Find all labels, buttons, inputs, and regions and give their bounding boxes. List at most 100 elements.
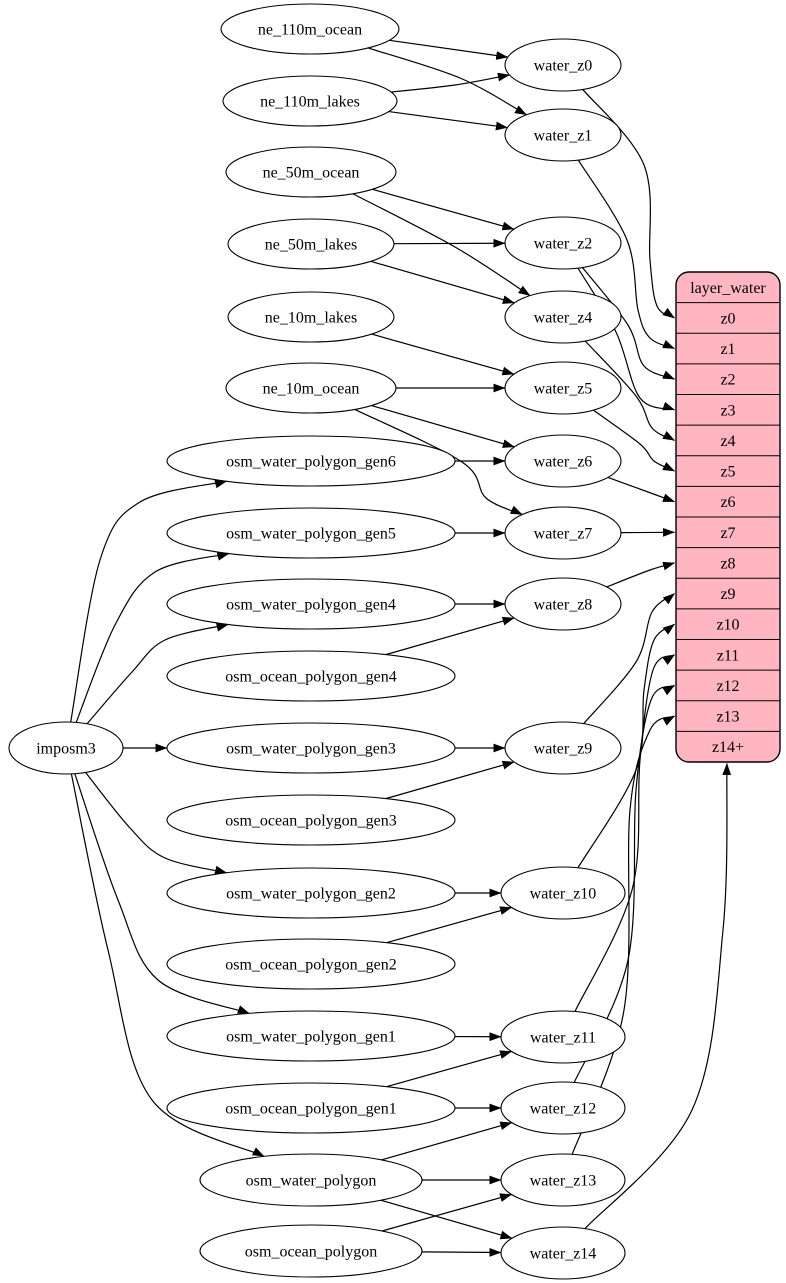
- record-row-z7: z7: [720, 525, 735, 542]
- edge-imposm3-to-osm_water_polygon_gen2: [85, 772, 228, 875]
- node-osm_water_polygon_gen5: osm_water_polygon_gen5: [166, 507, 456, 559]
- record-row-z11: z11: [717, 647, 740, 664]
- node-water_z5: water_z5: [504, 361, 622, 415]
- node-water_z11-shape: [500, 1010, 626, 1064]
- edge-osm_ocean_polygon_gen2-to-water_z10: [386, 906, 513, 944]
- node-water_z0-label: water_z0: [534, 58, 593, 75]
- record-row-z10: z10: [716, 617, 739, 634]
- record-row-z5: z5: [720, 464, 735, 481]
- node-ne_110m_ocean-shape: [220, 3, 400, 55]
- record-row-z8: z8: [720, 555, 735, 572]
- node-ne_50m_ocean-shape: [225, 146, 397, 198]
- node-water_z1: water_z1: [504, 108, 622, 162]
- edge-ne_50m_lakes-to-water_z4: [370, 260, 515, 304]
- node-osm_water_polygon_gen4: osm_water_polygon_gen4: [166, 578, 456, 630]
- node-water_z9-label: water_z9: [534, 741, 593, 758]
- node-osm_water_polygon_gen6: osm_water_polygon_gen6: [166, 435, 456, 487]
- record-row-z4: z4: [720, 433, 735, 450]
- edge-water_z6-to-layer_water-z6: [607, 476, 675, 503]
- node-osm_water_polygon_gen6-label: osm_water_polygon_gen6: [226, 454, 396, 471]
- node-water_z8-label: water_z8: [534, 597, 593, 614]
- record-layer_water: layer_water z0 z1 z2 z3 z4 z5 z6 z7 z8 z9 z10 z11 z12…: [675, 271, 781, 763]
- node-osm_water_polygon-label: osm_water_polygon: [246, 1173, 377, 1190]
- node-water_z10: water_z10: [500, 866, 626, 920]
- edge-osm_ocean_polygon_gen4-to-water_z8: [385, 616, 515, 656]
- node-imposm3: imposm3: [8, 721, 124, 775]
- node-ne_50m_lakes: ne_50m_lakes: [227, 218, 395, 270]
- node-water_z5-shape: [504, 361, 622, 415]
- node-water_z6-label: water_z6: [534, 454, 593, 471]
- edge-ne_110m_ocean-to-water_z0: [389, 39, 509, 60]
- edge-imposm3-to-osm_water_polygon_gen1: [74, 773, 250, 1014]
- edge-osm_ocean_polygon_gen3-to-water_z9: [385, 760, 515, 800]
- node-ne_10m_ocean-label: ne_10m_ocean: [263, 381, 360, 398]
- record-row-z6: z6: [720, 494, 735, 511]
- node-water_z14: water_z14: [500, 1226, 626, 1280]
- edge-water_z9-to-layer_water-z9: [583, 593, 675, 725]
- node-water_z13-label: water_z13: [530, 1173, 597, 1190]
- node-osm_ocean_polygon-shape: [199, 1224, 423, 1278]
- edge-water_z13-to-layer_water-z13: [571, 715, 675, 1155]
- node-osm_water_polygon_gen2-shape: [166, 867, 456, 919]
- node-water_z1-label: water_z1: [534, 128, 593, 145]
- node-water_z11: water_z11: [500, 1010, 626, 1064]
- node-water_z10-label: water_z10: [530, 886, 597, 903]
- node-ne_50m_ocean: ne_50m_ocean: [225, 146, 397, 198]
- node-imposm3-shape: [8, 721, 124, 775]
- edge-water_z4-to-layer_water-z4: [584, 340, 675, 441]
- node-water_z10-shape: [500, 866, 626, 920]
- node-osm_ocean_polygon: osm_ocean_polygon: [199, 1224, 423, 1278]
- node-osm_ocean_polygon_gen2: osm_ocean_polygon_gen2: [166, 938, 456, 990]
- node-osm_water_polygon_gen4-label: osm_water_polygon_gen4: [226, 597, 396, 614]
- record-row-z13: z13: [716, 709, 739, 726]
- node-osm_ocean_polygon_gen2-label: osm_ocean_polygon_gen2: [225, 957, 397, 974]
- edge-water_z12-to-layer_water-z12: [573, 684, 675, 1083]
- node-ne_10m_ocean-shape: [225, 362, 397, 414]
- edge-ne_10m_ocean-to-water_z6: [371, 404, 515, 448]
- node-osm_ocean_polygon_gen1-shape: [166, 1082, 456, 1134]
- node-osm_ocean_polygon_gen3-shape: [166, 794, 456, 846]
- edge-imposm3-to-osm_water_polygon_gen5: [75, 552, 230, 723]
- edge-ne_50m_ocean-to-water_z4: [352, 193, 531, 297]
- node-water_z2: water_z2: [504, 216, 622, 270]
- node-osm_water_polygon_gen4-shape: [166, 578, 456, 630]
- node-water_z11-label: water_z11: [530, 1030, 596, 1047]
- node-osm_water_polygon-shape: [199, 1153, 423, 1207]
- node-water_z6: water_z6: [504, 434, 622, 488]
- node-water_z5-label: water_z5: [534, 381, 593, 398]
- node-osm_ocean_polygon_gen1: osm_ocean_polygon_gen1: [166, 1082, 456, 1134]
- edge-imposm3-to-osm_water_polygon: [70, 773, 265, 1157]
- record-row-z12: z12: [716, 678, 739, 695]
- edge-ne_110m_lakes-to-water_z0: [391, 72, 510, 93]
- edge-imposm3-to-osm_water_polygon_gen6: [70, 479, 228, 723]
- edge-ne_50m_ocean-to-water_z2: [372, 188, 515, 231]
- edge-water_z2-to-layer_water-z2: [581, 267, 675, 380]
- node-ne_50m_lakes-label: ne_50m_lakes: [265, 237, 357, 254]
- edge-water_z14-to-layer_water-z14+: [584, 763, 732, 1230]
- node-water_z13-shape: [500, 1153, 626, 1207]
- edge-ne_10m_ocean-to-water_z7: [354, 408, 523, 516]
- edge-water_z0-to-layer_water-z0: [582, 89, 675, 319]
- node-water_z12: water_z12: [500, 1081, 626, 1135]
- node-osm_ocean_polygon_gen3-label: osm_ocean_polygon_gen3: [225, 813, 397, 830]
- node-osm_ocean_polygon_gen4: osm_ocean_polygon_gen4: [166, 650, 456, 702]
- node-imposm3-label: imposm3: [36, 741, 96, 758]
- node-water_z2-label: water_z2: [534, 236, 593, 253]
- node-ne_50m_lakes-shape: [227, 218, 395, 270]
- node-ne_10m_lakes-shape: [227, 291, 395, 343]
- node-water_z7-shape: [504, 506, 622, 560]
- record-row-z3: z3: [720, 402, 735, 419]
- node-ne_50m_ocean-label: ne_50m_ocean: [263, 165, 360, 182]
- node-osm_ocean_polygon_gen2-shape: [166, 938, 456, 990]
- node-ne_110m_lakes-shape: [222, 75, 398, 127]
- node-osm_water_polygon_gen3-label: osm_water_polygon_gen3: [226, 741, 396, 758]
- record-row-z14+: z14+: [712, 739, 744, 756]
- node-ne_110m_lakes-label: ne_110m_lakes: [260, 94, 360, 111]
- record-row-z2: z2: [720, 372, 735, 389]
- node-osm_water_polygon_gen1-label: osm_water_polygon_gen1: [226, 1029, 396, 1046]
- node-osm_water_polygon_gen5-shape: [166, 507, 456, 559]
- node-water_z4-label: water_z4: [534, 310, 593, 327]
- edge-osm_ocean_polygon-to-water_z13: [381, 1193, 513, 1232]
